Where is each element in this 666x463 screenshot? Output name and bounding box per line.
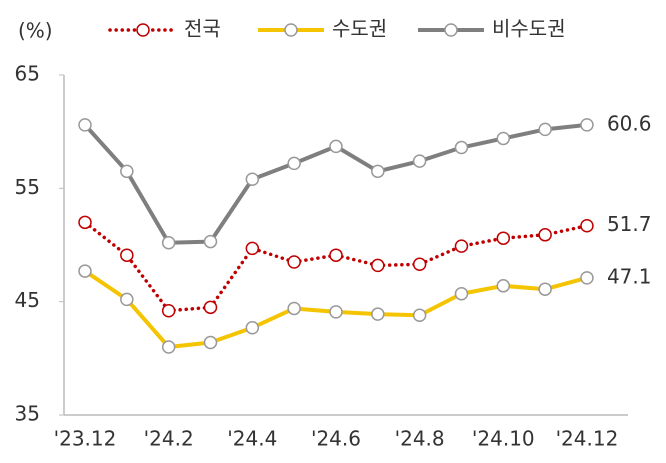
point xyxy=(120,248,134,262)
legend-marker xyxy=(136,23,150,37)
point xyxy=(329,305,343,319)
point xyxy=(371,164,385,179)
point xyxy=(120,292,134,307)
point xyxy=(203,335,218,350)
legend-label: 비수도권 xyxy=(492,17,566,41)
point xyxy=(245,172,260,187)
point xyxy=(496,279,511,293)
legend-label: 수도권 xyxy=(332,17,387,41)
y-tick-label: 55 xyxy=(15,175,40,199)
point xyxy=(120,164,134,179)
point xyxy=(580,271,594,285)
point xyxy=(287,255,301,269)
y-tick-label: 65 xyxy=(15,62,40,86)
point xyxy=(412,154,427,168)
point xyxy=(371,307,385,321)
x-tick-label: '24.10 xyxy=(472,427,535,451)
point xyxy=(78,118,92,132)
point xyxy=(78,264,92,278)
point xyxy=(538,228,552,242)
point xyxy=(161,303,176,318)
y-tick-label: 35 xyxy=(15,402,40,426)
point xyxy=(329,248,343,262)
point xyxy=(580,218,594,233)
point xyxy=(245,320,260,335)
point xyxy=(454,286,469,301)
legend-marker xyxy=(284,23,298,37)
point xyxy=(454,239,469,253)
x-tick-label: '23.12 xyxy=(54,427,117,451)
x-tick-label: '24.6 xyxy=(311,427,361,451)
point xyxy=(454,140,469,155)
point xyxy=(161,340,176,354)
end-label: 47.1 xyxy=(607,264,652,288)
point xyxy=(78,215,92,230)
point xyxy=(412,308,427,323)
point xyxy=(203,234,218,249)
x-tick-label: '24.4 xyxy=(227,427,277,451)
point xyxy=(329,139,343,154)
point xyxy=(412,257,427,272)
point xyxy=(496,231,511,245)
y-tick-label: 45 xyxy=(15,288,40,312)
legend-label: 전국 xyxy=(184,17,221,41)
point xyxy=(287,156,301,171)
point xyxy=(245,241,260,256)
x-tick-label: '24.8 xyxy=(395,427,445,451)
legend-marker xyxy=(444,23,458,37)
x-tick-label: '24.2 xyxy=(144,427,194,451)
end-label: 60.6 xyxy=(607,111,652,135)
point xyxy=(496,131,511,146)
y-axis-unit: (%) xyxy=(18,19,53,43)
end-label: 51.7 xyxy=(607,212,652,236)
point xyxy=(371,258,385,273)
point xyxy=(538,282,552,296)
x-tick-label: '24.12 xyxy=(556,427,619,451)
series-line xyxy=(83,220,589,313)
point xyxy=(161,235,176,250)
point xyxy=(538,122,552,137)
point xyxy=(287,301,301,316)
point xyxy=(203,300,218,315)
point xyxy=(580,118,594,132)
